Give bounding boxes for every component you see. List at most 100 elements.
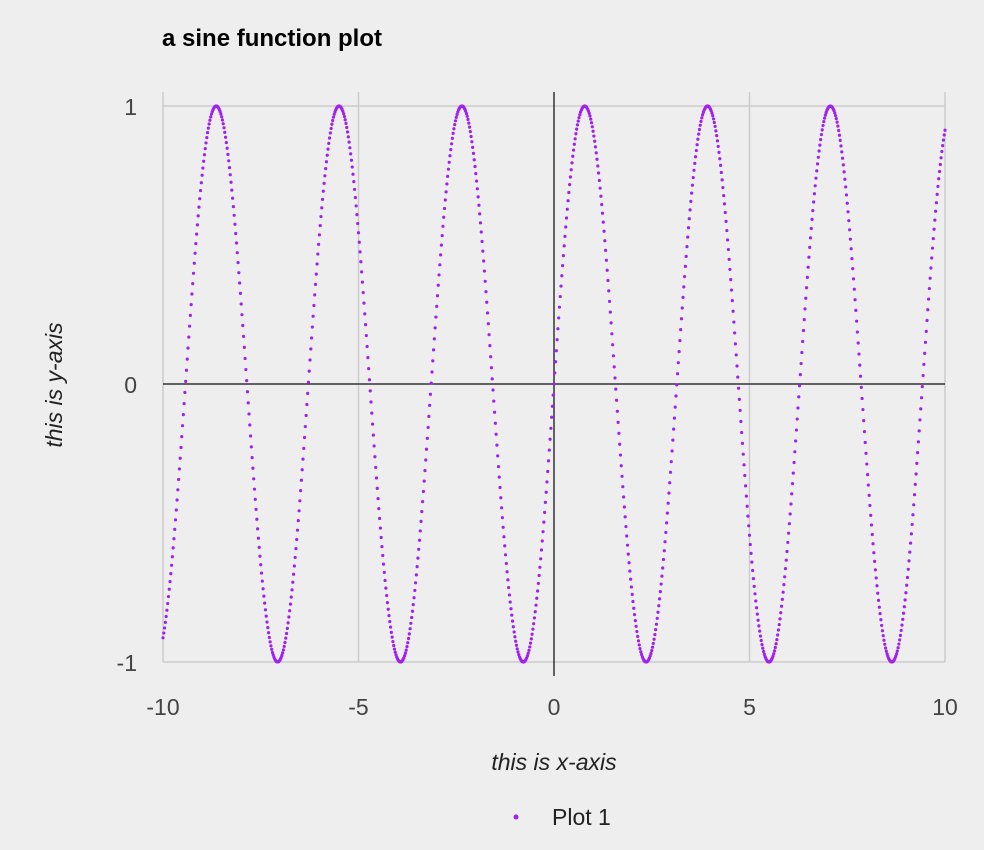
data-point bbox=[873, 559, 877, 563]
data-point bbox=[511, 625, 515, 629]
chart-title: a sine function plot bbox=[162, 25, 382, 52]
data-point bbox=[874, 576, 878, 580]
data-point bbox=[868, 503, 872, 508]
data-point bbox=[894, 654, 898, 658]
data-point bbox=[555, 338, 559, 342]
data-point bbox=[761, 646, 765, 650]
data-point bbox=[306, 391, 310, 395]
data-point bbox=[302, 435, 307, 440]
data-point bbox=[453, 119, 458, 123]
data-point bbox=[417, 547, 421, 551]
data-point bbox=[479, 230, 483, 234]
data-point bbox=[355, 213, 359, 217]
data-point bbox=[349, 158, 354, 162]
data-point bbox=[718, 163, 723, 168]
data-point bbox=[410, 609, 415, 613]
data-point bbox=[810, 217, 814, 221]
data-point bbox=[478, 212, 482, 216]
data-point bbox=[382, 570, 386, 575]
data-point bbox=[690, 191, 694, 195]
data-point bbox=[665, 511, 669, 515]
data-point bbox=[591, 129, 595, 133]
data-point bbox=[837, 128, 841, 133]
data-point bbox=[759, 638, 763, 643]
data-point bbox=[568, 182, 572, 187]
data-point bbox=[883, 646, 888, 650]
y-tick-label: 0 bbox=[124, 372, 137, 398]
data-point bbox=[712, 120, 716, 125]
data-point bbox=[715, 134, 719, 138]
data-point bbox=[799, 361, 803, 366]
data-point bbox=[801, 328, 806, 333]
data-point bbox=[593, 139, 597, 143]
data-point bbox=[700, 113, 705, 117]
data-point bbox=[209, 112, 214, 116]
data-point bbox=[543, 500, 548, 505]
data-point bbox=[268, 640, 272, 644]
data-point bbox=[844, 185, 848, 189]
data-point bbox=[168, 579, 172, 584]
data-point bbox=[435, 294, 440, 298]
data-point bbox=[800, 350, 804, 355]
data-point bbox=[241, 334, 246, 339]
data-point bbox=[600, 211, 605, 215]
data-point bbox=[817, 149, 821, 153]
data-point bbox=[906, 567, 910, 571]
data-point bbox=[834, 117, 838, 121]
data-point bbox=[233, 222, 237, 226]
data-point bbox=[561, 263, 565, 268]
data-point bbox=[630, 592, 634, 596]
data-point bbox=[266, 631, 271, 635]
data-point bbox=[388, 625, 393, 629]
data-point bbox=[307, 369, 311, 373]
data-point bbox=[860, 396, 864, 401]
data-point bbox=[234, 231, 238, 236]
data-point bbox=[753, 592, 757, 596]
data-point bbox=[870, 532, 874, 537]
data-point bbox=[345, 130, 350, 134]
data-point bbox=[622, 495, 626, 499]
data-point bbox=[803, 307, 807, 311]
data-point bbox=[657, 604, 661, 608]
data-point bbox=[363, 312, 367, 316]
data-point bbox=[189, 303, 193, 307]
data-point bbox=[427, 414, 431, 418]
data-point bbox=[716, 144, 720, 149]
data-point bbox=[498, 485, 502, 490]
data-point bbox=[833, 113, 838, 118]
data-point bbox=[564, 225, 568, 229]
data-point bbox=[200, 173, 204, 177]
data-point bbox=[724, 219, 728, 223]
data-point bbox=[477, 203, 481, 207]
data-point bbox=[733, 342, 738, 346]
data-point bbox=[577, 116, 581, 120]
data-point bbox=[532, 622, 536, 626]
data-point bbox=[424, 458, 428, 462]
data-point bbox=[578, 113, 582, 117]
data-point bbox=[501, 525, 505, 529]
legend[interactable]: Plot 1 bbox=[513, 804, 611, 830]
data-point bbox=[357, 240, 361, 244]
data-point bbox=[305, 402, 309, 407]
data-point bbox=[560, 274, 564, 278]
data-point bbox=[284, 631, 289, 636]
data-point bbox=[356, 231, 361, 235]
data-point bbox=[550, 404, 555, 408]
data-point bbox=[533, 610, 537, 614]
data-point bbox=[515, 647, 519, 651]
data-point bbox=[351, 172, 355, 176]
data-point bbox=[174, 508, 178, 512]
data-point bbox=[780, 597, 784, 601]
data-point bbox=[218, 109, 222, 114]
y-axis-title: this is y-axis bbox=[41, 322, 67, 448]
data-point bbox=[693, 155, 698, 159]
data-point bbox=[527, 648, 531, 652]
data-point bbox=[616, 420, 620, 424]
data-point bbox=[924, 329, 928, 333]
data-point bbox=[220, 118, 225, 122]
data-point bbox=[432, 337, 436, 341]
x-tick-label: -5 bbox=[348, 694, 368, 720]
data-point bbox=[512, 630, 516, 634]
data-point bbox=[546, 459, 551, 463]
data-point bbox=[857, 352, 861, 356]
